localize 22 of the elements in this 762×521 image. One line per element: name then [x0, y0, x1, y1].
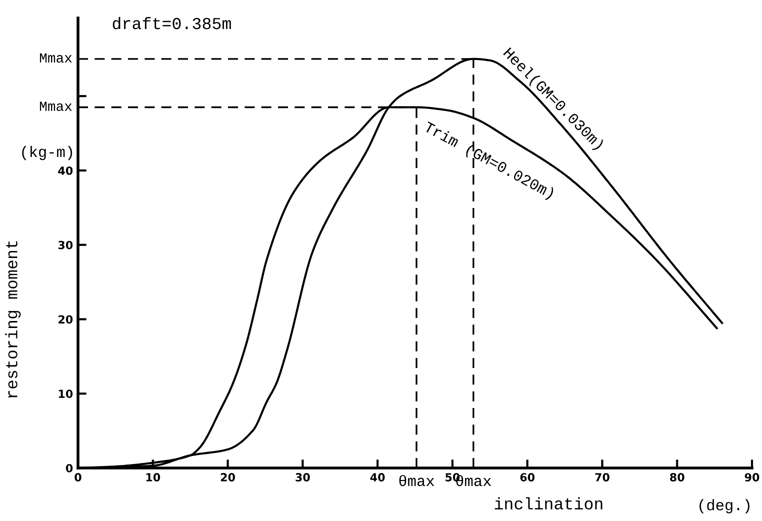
text: (deg.) — [700, 499, 750, 514]
x-tick-label: 60 — [520, 473, 535, 482]
x-tick-label: 70 — [595, 473, 610, 482]
y-tick-label: 20 — [58, 315, 73, 324]
text: (kg-m) — [22, 146, 72, 160]
x-tick-label: 0 — [74, 473, 82, 482]
x-tick-label: 10 — [146, 473, 160, 482]
y-tick-label: 0 — [66, 464, 73, 472]
ref-line-label: Mmax — [40, 53, 72, 63]
x-tick-label: 40 — [370, 473, 385, 482]
x-tick-label: 80 — [670, 473, 684, 482]
ref-line-label: Mmax — [40, 102, 72, 111]
y-tick-label: 40 — [58, 166, 73, 175]
y-tick-label: 10 — [58, 390, 73, 398]
y-axis-title: restoring moment — [5, 241, 21, 398]
x-axis-title: inclination — [494, 497, 602, 510]
x-tick-label: 20 — [220, 473, 235, 482]
x-tick-label: 30 — [296, 473, 310, 482]
ref-line-label: θmax — [399, 474, 434, 486]
annotation: draft=0.385m — [112, 16, 231, 30]
y-tick-label: 30 — [58, 240, 73, 250]
x-tick-label: 90 — [744, 473, 760, 482]
